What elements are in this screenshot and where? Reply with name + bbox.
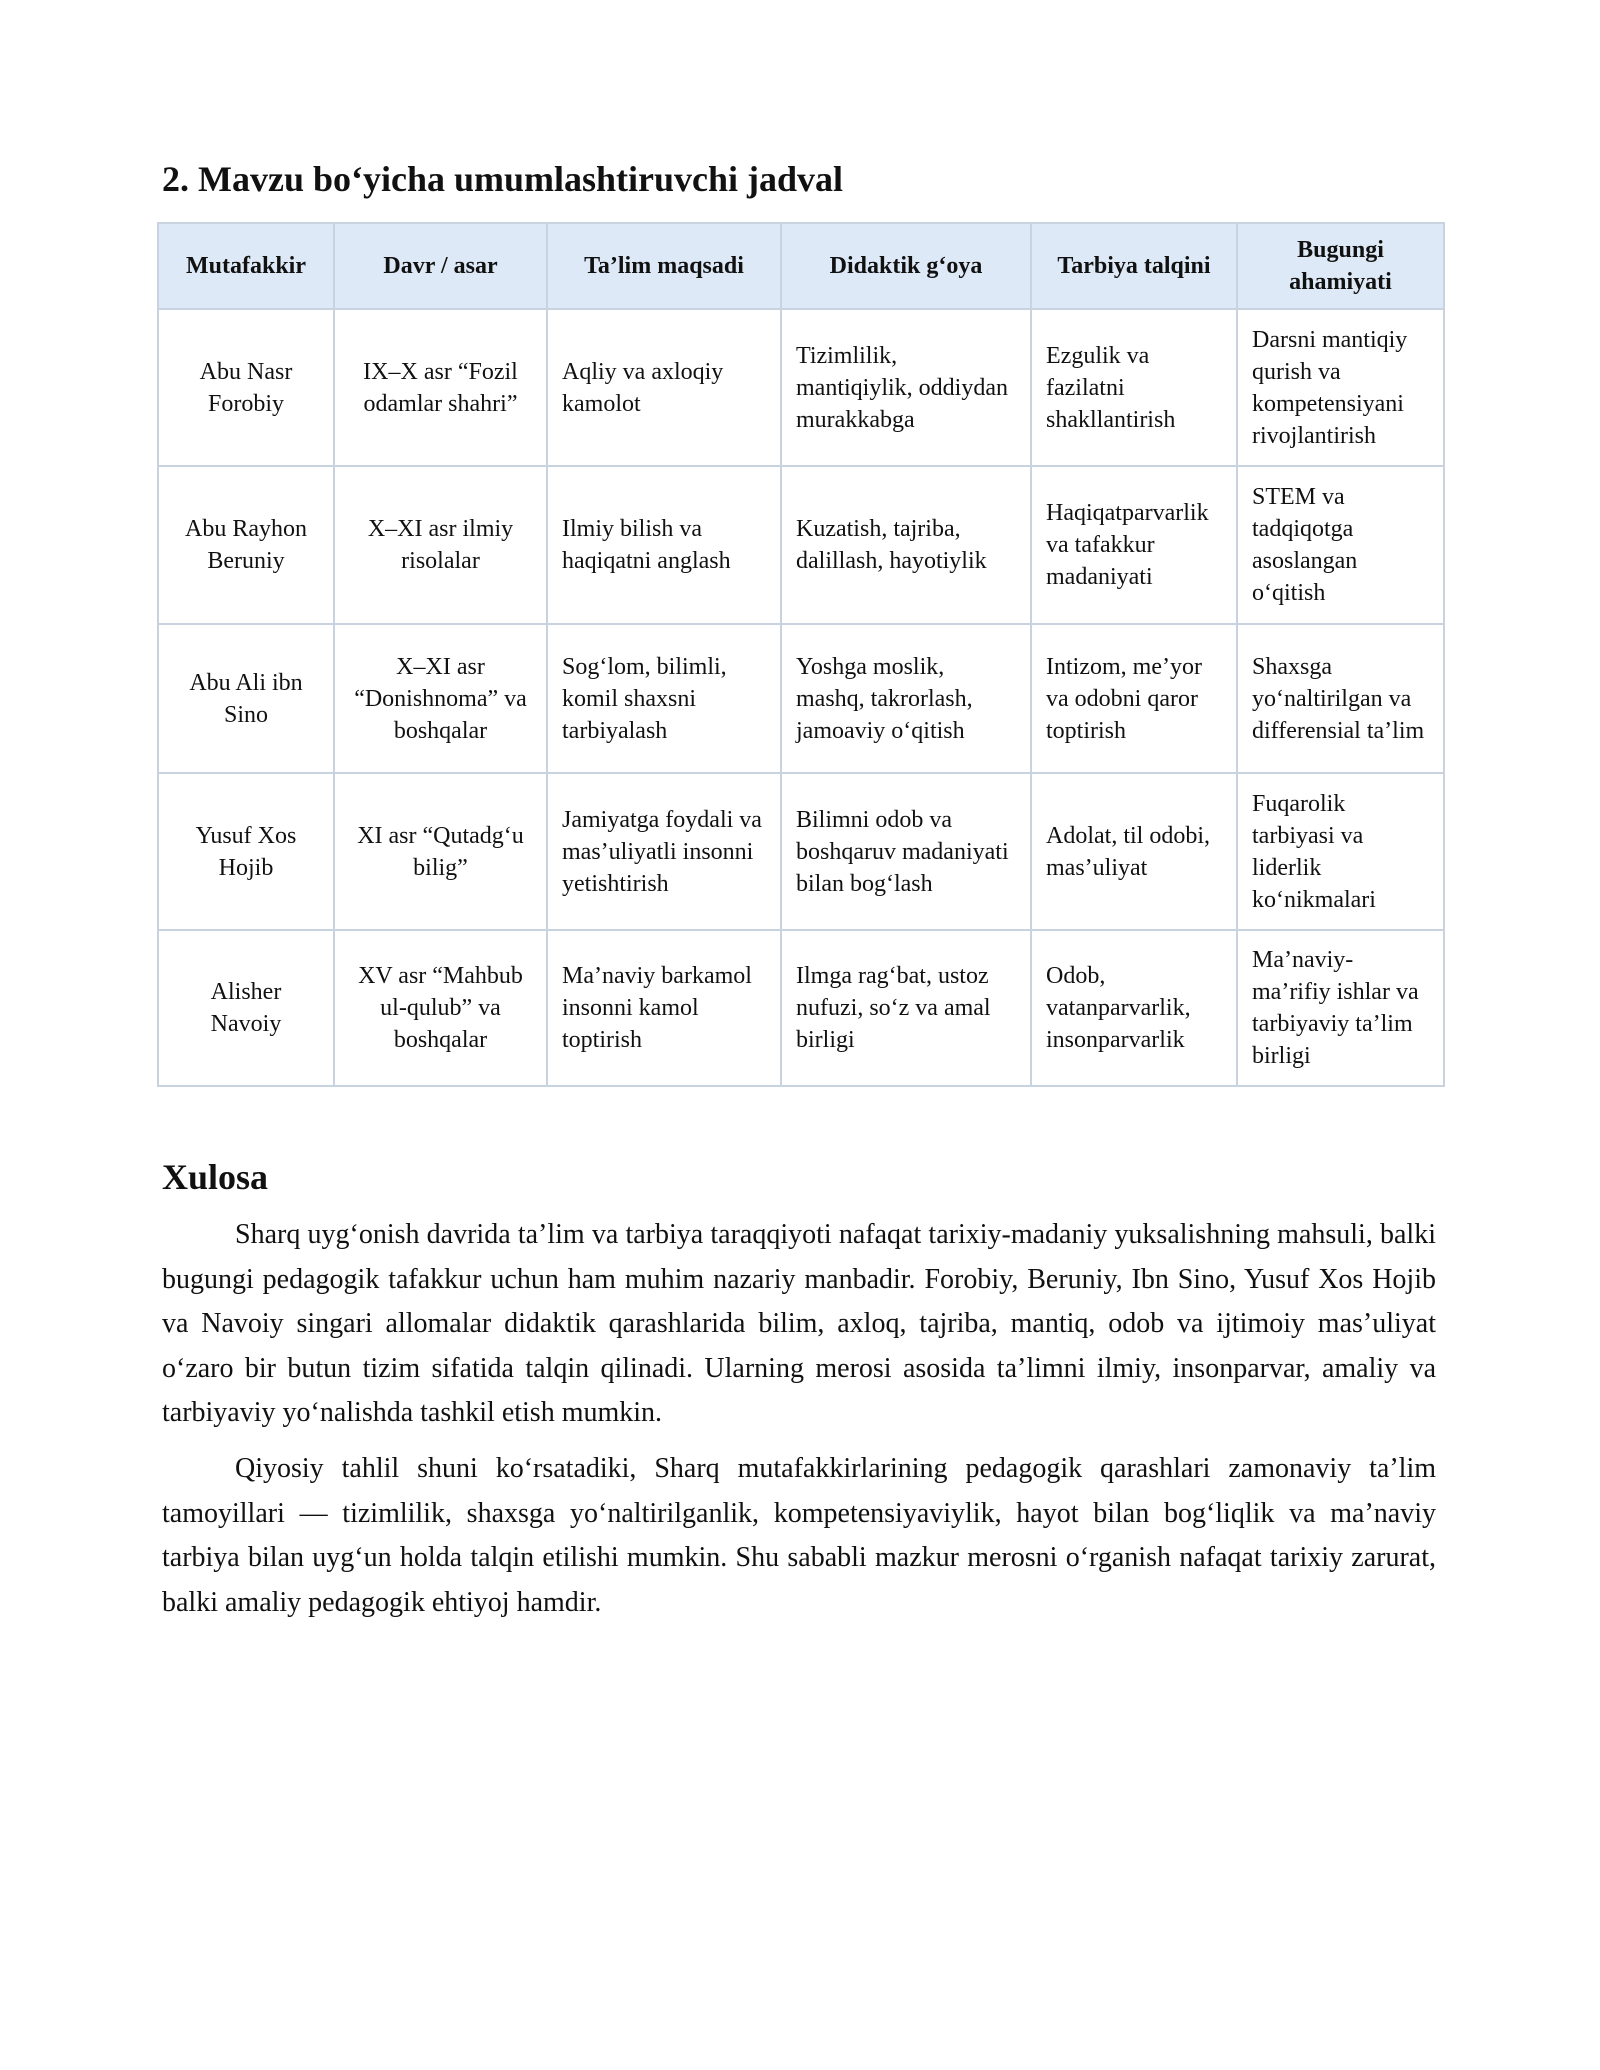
- table-row: Abu Ali ibn Sino X–XI asr “Donishnoma” va…: [157, 623, 1445, 774]
- table-cell: Adolat, til odobi, mas’uliyat: [1030, 772, 1238, 931]
- table-cell: Ma’naviy-ma’rifiy ishlar va tarbiyaviy t…: [1236, 929, 1445, 1087]
- table-cell: Ilmiy bilish va haqiqatni anglash: [546, 465, 782, 625]
- table-cell: Abu Rayhon Beruniy: [157, 465, 335, 625]
- section-title: 2. Mavzu bo‘yicha umumlashtiruvchi jadva…: [162, 159, 844, 199]
- table-cell: Kuzatish, tajriba, dalillash, hayotiylik: [780, 465, 1032, 625]
- summary-table: Mutafakkir Davr / asar Ta’lim maqsadi Didak…: [157, 222, 1445, 1087]
- table-cell: XI asr “Qutadg‘u bilig”: [333, 772, 548, 931]
- table-cell: Ezgulik va fazilatni shakllantirish: [1030, 308, 1238, 467]
- table-cell: Bilimni odob va boshqaruv madaniyati bil…: [780, 772, 1032, 931]
- table-row: Abu Nasr Forobiy IX–X asr “Fozil odamlar …: [157, 308, 1445, 467]
- table-cell: X–XI asr ilmiy risolalar: [333, 465, 548, 625]
- table-row: Yusuf Xos Hojib XI asr “Qutadg‘u bilig” Ja…: [157, 772, 1445, 931]
- table-cell: Ilmga rag‘bat, ustoz nufuzi, so‘z va ama…: [780, 929, 1032, 1087]
- table-cell: Haqiqatparvarlik va tafakkur madaniyati: [1030, 465, 1238, 625]
- conclusion-paragraph: Qiyosiy tahlil shuni ko‘rsatadiki, Sharq…: [162, 1453, 1436, 1618]
- conclusion-title: Xulosa: [162, 1157, 269, 1197]
- table-cell: IX–X asr “Fozil odamlar shahri”: [333, 308, 548, 467]
- table-cell: Yusuf Xos Hojib: [157, 772, 335, 931]
- table-cell: Sog‘lom, bilimli, komil shaxsni tarbiyal…: [546, 623, 782, 774]
- column-header: Tarbiya talqini: [1030, 222, 1238, 310]
- column-header: Bugungi ahamiyati: [1236, 222, 1445, 310]
- table-cell: Tizimlilik, mantiqiylik, oddiydan murakk…: [780, 308, 1032, 467]
- table-cell: Yoshga moslik, mashq, takrorlash, jamoav…: [780, 623, 1032, 774]
- table-cell: Odob, vatanparvarlik, insonparvarlik: [1030, 929, 1238, 1087]
- table-cell: Ma’naviy barkamol insonni kamol toptiris…: [546, 929, 782, 1087]
- conclusion-paragraph: Sharq uyg‘onish davrida ta’lim va tarbiy…: [162, 1219, 1436, 1428]
- column-header: Mutafakkir: [157, 222, 335, 310]
- column-header: Didaktik g‘oya: [780, 222, 1032, 310]
- table-cell: Fuqarolik tarbiyasi va liderlik ko‘nikma…: [1236, 772, 1445, 931]
- table-cell: Abu Nasr Forobiy: [157, 308, 335, 467]
- table-cell: X–XI asr “Donishnoma” va boshqalar: [333, 623, 548, 774]
- table-cell: STEM va tadqiqotga asoslangan o‘qitish: [1236, 465, 1445, 625]
- table-cell: Darsni mantiqiy qurish va kompetensiyani…: [1236, 308, 1445, 467]
- table-cell: Aqliy va axloqiy kamolot: [546, 308, 782, 467]
- table-cell: Intizom, me’yor va odobni qaror toptiris…: [1030, 623, 1238, 774]
- table-cell: Shaxsga yo‘naltirilgan va differensial t…: [1236, 623, 1445, 774]
- table-row: Abu Rayhon Beruniy X–XI asr ilmiy risolal…: [157, 465, 1445, 625]
- table-cell: Abu Ali ibn Sino: [157, 623, 335, 774]
- table-row: Alisher Navoiy XV asr “Mahbub ul-qulub” v…: [157, 929, 1445, 1087]
- table-cell: XV asr “Mahbub ul-qulub” va boshqalar: [333, 929, 548, 1087]
- table-header-row: Mutafakkir Davr / asar Ta’lim maqsadi Didak…: [157, 222, 1445, 310]
- table-cell: Jamiyatga foydali va mas’uliyatli insonn…: [546, 772, 782, 931]
- table-cell: Alisher Navoiy: [157, 929, 335, 1087]
- column-header: Davr / asar: [333, 222, 548, 310]
- column-header: Ta’lim maqsadi: [546, 222, 782, 310]
